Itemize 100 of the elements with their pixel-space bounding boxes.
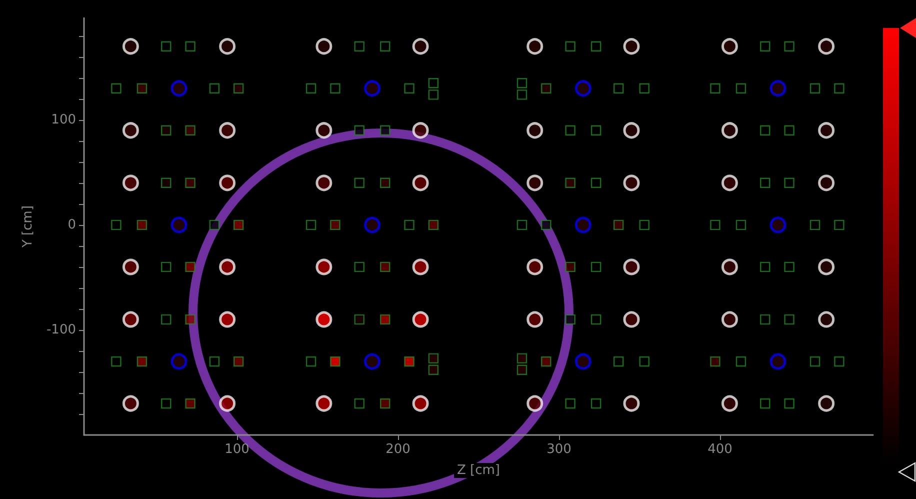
point [428,364,439,375]
point [111,356,122,367]
point [380,314,390,325]
point [526,122,544,139]
point [526,395,544,412]
point [354,398,364,409]
point [364,216,380,234]
point [306,356,316,367]
point [219,38,236,55]
point [541,83,552,94]
y-tick-label: -100 [46,322,76,338]
point [639,356,650,367]
point [412,174,429,192]
point [412,258,429,276]
point [590,41,602,52]
point [412,38,429,55]
point [818,311,835,328]
point [233,356,244,367]
point [185,314,196,325]
point [526,311,544,328]
point [316,395,332,412]
point [623,38,640,55]
point [526,258,544,276]
point [784,398,794,409]
x-tick-label: 100 [224,442,250,457]
point [736,220,746,230]
point [316,122,332,139]
point [209,220,220,230]
point [136,220,148,230]
point [136,83,148,94]
point [770,80,786,97]
point [428,353,439,364]
point [185,125,196,136]
point [834,356,844,367]
point [516,90,528,100]
point [721,395,738,412]
point [623,395,640,412]
y-axis-title: Y [cm] [20,205,36,249]
point [710,356,720,367]
point [613,356,624,367]
point [122,38,139,55]
point [412,395,429,412]
point [380,262,390,272]
point [516,220,528,230]
point [613,220,624,230]
point [818,122,835,139]
point [590,262,602,272]
point [818,174,835,192]
point [316,258,332,276]
y-tick-label: 100 [51,112,76,128]
point [209,83,220,94]
point [428,220,439,230]
point [233,83,244,94]
point [219,395,236,412]
point [316,38,332,55]
point [209,356,220,367]
point [516,78,528,88]
point [122,395,139,412]
point [590,398,602,409]
point [623,122,640,139]
point [170,216,188,234]
point [412,122,429,139]
point [404,356,414,367]
point [565,314,576,325]
point [770,216,786,234]
point [721,174,738,192]
point [516,364,528,375]
point [354,125,364,136]
point [306,220,316,230]
point [316,311,332,328]
point [219,258,236,276]
point [516,353,528,364]
point [526,174,544,192]
point [219,174,236,192]
point [810,220,820,230]
x-tick-label: 300 [546,442,572,457]
point [161,125,172,136]
point [623,311,640,328]
point [306,83,316,94]
point [380,398,390,409]
point [590,178,602,188]
point [136,356,148,367]
point [541,356,552,367]
point [818,38,835,55]
point [233,220,244,230]
point [185,178,196,188]
point [380,125,390,136]
point [770,353,786,370]
point [161,178,172,188]
point [364,353,380,370]
point [736,356,746,367]
point [810,83,820,94]
point [185,262,196,272]
point [736,83,746,94]
point [721,38,738,55]
point [526,38,544,55]
point [185,398,196,409]
x-axis-title: Z [cm] [457,463,500,478]
point [721,122,738,139]
point [623,258,640,276]
